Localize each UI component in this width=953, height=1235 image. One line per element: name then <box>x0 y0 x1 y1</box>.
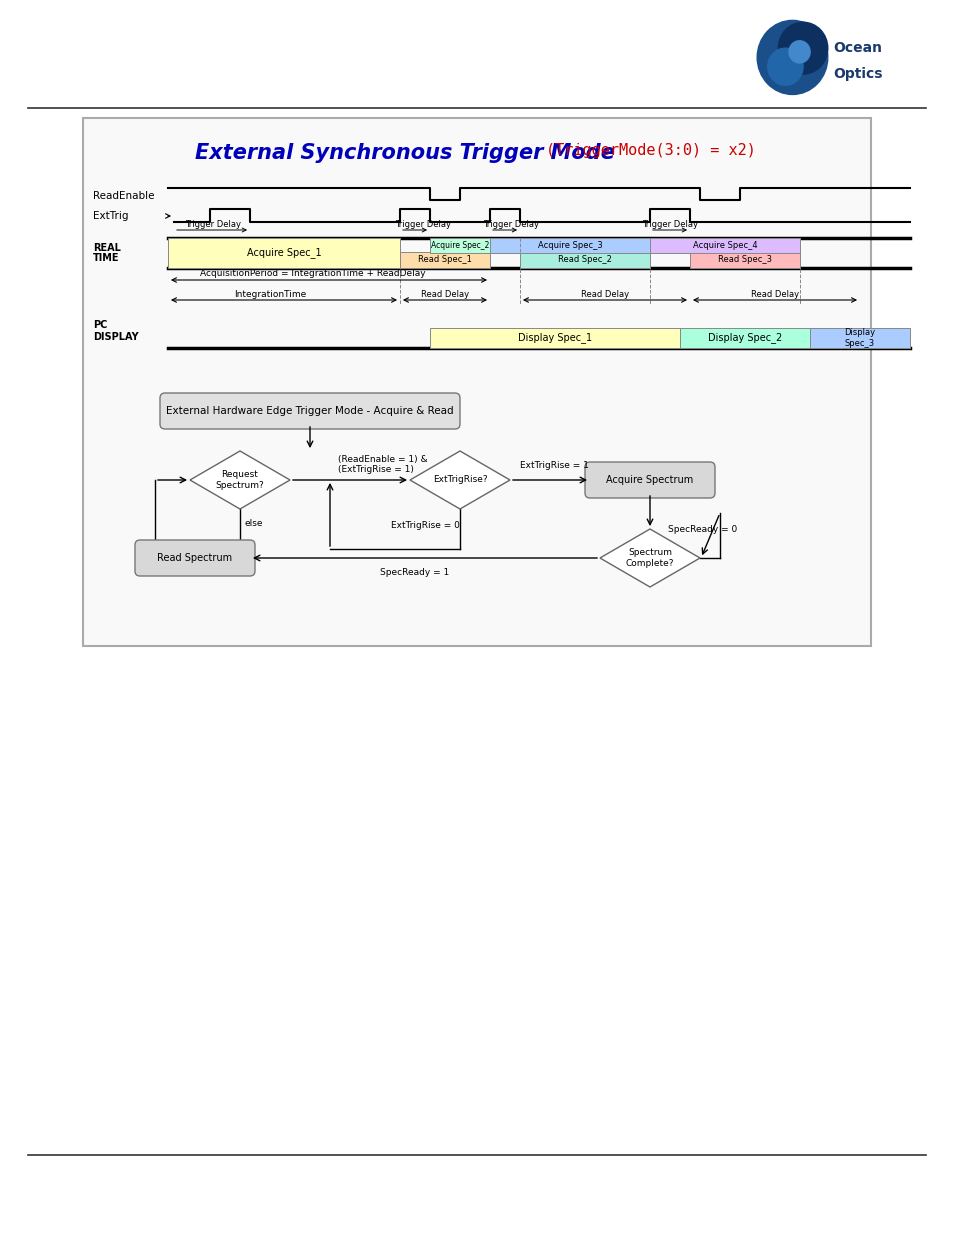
Text: Trigger Delay: Trigger Delay <box>395 220 451 228</box>
FancyBboxPatch shape <box>519 252 649 268</box>
FancyBboxPatch shape <box>689 252 800 268</box>
Text: Read Delay: Read Delay <box>580 290 628 299</box>
Text: SpecReady = 0: SpecReady = 0 <box>667 526 737 535</box>
Text: Read Delay: Read Delay <box>750 290 799 299</box>
Text: DISPLAY: DISPLAY <box>92 332 138 342</box>
Text: Ocean: Ocean <box>832 41 882 56</box>
Text: ExtTrigRise = 1: ExtTrigRise = 1 <box>519 461 588 471</box>
Text: Read Spec_3: Read Spec_3 <box>718 256 771 264</box>
Text: else: else <box>245 520 263 529</box>
FancyBboxPatch shape <box>809 329 909 348</box>
Circle shape <box>767 48 802 85</box>
Text: IntegrationTime: IntegrationTime <box>233 290 306 299</box>
Text: Acquire Spec_1: Acquire Spec_1 <box>247 247 321 258</box>
FancyBboxPatch shape <box>160 393 459 429</box>
Text: Read Spec_1: Read Spec_1 <box>417 256 472 264</box>
Text: PC: PC <box>92 320 108 330</box>
Text: Optics: Optics <box>832 67 882 82</box>
Text: Acquire Spec_4: Acquire Spec_4 <box>692 241 757 249</box>
Text: Spectrum
Complete?: Spectrum Complete? <box>625 548 674 568</box>
Text: SpecReady = 1: SpecReady = 1 <box>380 568 449 577</box>
Text: Acquire Spec_3: Acquire Spec_3 <box>537 241 601 249</box>
Text: Acquire Spectrum: Acquire Spectrum <box>606 475 693 485</box>
FancyBboxPatch shape <box>584 462 714 498</box>
FancyBboxPatch shape <box>430 329 679 348</box>
Text: ReadEnable: ReadEnable <box>92 191 154 201</box>
Text: ExtTrig: ExtTrig <box>92 211 129 221</box>
Text: (TriggerMode(3:0) = x2): (TriggerMode(3:0) = x2) <box>545 143 755 158</box>
Text: AcquisitionPeriod = IntegrationTime + ReadDelay: AcquisitionPeriod = IntegrationTime + Re… <box>200 269 425 278</box>
Text: Read Delay: Read Delay <box>420 290 469 299</box>
FancyBboxPatch shape <box>490 238 649 253</box>
Text: ExtTrigRise = 0: ExtTrigRise = 0 <box>390 521 459 530</box>
Polygon shape <box>599 529 700 587</box>
Text: TIME: TIME <box>92 253 119 263</box>
Text: Trigger Delay: Trigger Delay <box>482 220 538 228</box>
FancyBboxPatch shape <box>430 238 490 253</box>
Text: External Synchronous Trigger Mode: External Synchronous Trigger Mode <box>194 143 621 163</box>
Text: Display Spec_1: Display Spec_1 <box>517 332 592 343</box>
FancyBboxPatch shape <box>399 252 490 268</box>
FancyBboxPatch shape <box>679 329 809 348</box>
Text: Acquire Spec_2: Acquire Spec_2 <box>431 241 489 249</box>
Circle shape <box>788 41 809 63</box>
Text: Trigger Delay: Trigger Delay <box>641 220 698 228</box>
FancyBboxPatch shape <box>83 119 870 646</box>
Text: Trigger Delay: Trigger Delay <box>185 220 241 228</box>
Text: Request
Spectrum?: Request Spectrum? <box>215 471 264 490</box>
Text: Read Spectrum: Read Spectrum <box>157 553 233 563</box>
Text: Display
Spec_3: Display Spec_3 <box>843 329 875 348</box>
FancyBboxPatch shape <box>135 540 254 576</box>
Polygon shape <box>190 451 290 509</box>
Text: External Hardware Edge Trigger Mode - Acquire & Read: External Hardware Edge Trigger Mode - Ac… <box>166 406 454 416</box>
Polygon shape <box>410 451 510 509</box>
Text: Display Spec_2: Display Spec_2 <box>707 332 781 343</box>
Text: Read Spec_2: Read Spec_2 <box>558 256 611 264</box>
Text: REAL: REAL <box>92 243 121 253</box>
FancyBboxPatch shape <box>649 238 800 253</box>
Text: (ReadEnable = 1) &
(ExtTrigRise = 1): (ReadEnable = 1) & (ExtTrigRise = 1) <box>337 454 427 474</box>
Circle shape <box>757 21 827 95</box>
Text: ExtTrigRise?: ExtTrigRise? <box>433 475 487 484</box>
Circle shape <box>778 22 827 74</box>
FancyBboxPatch shape <box>168 238 399 268</box>
